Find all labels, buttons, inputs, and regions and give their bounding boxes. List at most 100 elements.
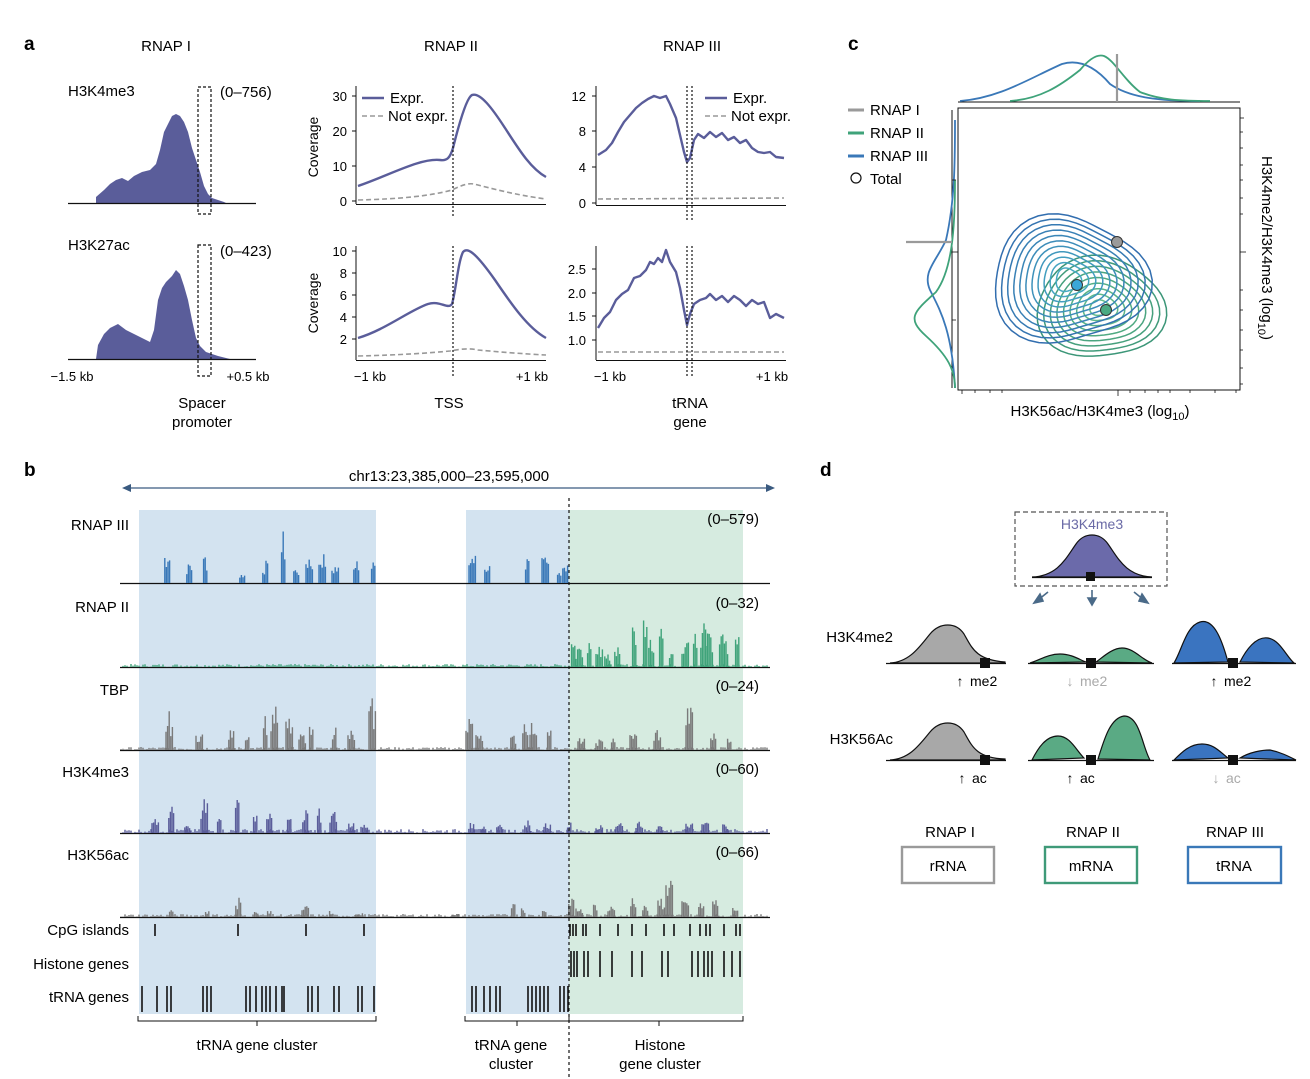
track-tbp-signal xyxy=(120,698,768,750)
rnap3-bottom-tick-2.0: 2.0 xyxy=(568,286,586,301)
rnap3-top-tick-0: 0 xyxy=(579,196,586,211)
rnap1-me2-label: me2 xyxy=(970,673,997,689)
rnap3-bottom-expr-line xyxy=(596,248,785,329)
track-label-h3k4me3: H3K4me3 xyxy=(62,764,129,781)
contour-rnap3-9 xyxy=(1049,261,1090,298)
rnap2-top-ylabel: Coverage xyxy=(305,116,321,177)
rnap3-bottom-yticks: 1.0 1.5 2.0 2.5 xyxy=(568,262,596,348)
rnap2-bottom-tick-2: 2 xyxy=(340,332,347,347)
rnap3-me2-peaks xyxy=(1172,621,1296,664)
density-ylabel-sub: 10 xyxy=(1255,323,1267,335)
contour-rnap3-4 xyxy=(1019,234,1125,324)
panel-b: b chr13:23,385,000–23,595,000 RNAP III (… xyxy=(24,460,775,1078)
contour-rnap2-5 xyxy=(1069,282,1133,332)
track-range-rnap3: (0–579) xyxy=(707,511,759,528)
track-rnap2 xyxy=(120,620,770,669)
rnap2-bottom-tick-4: 4 xyxy=(340,310,347,325)
rnap2-ac-tss xyxy=(1086,755,1096,765)
track-label-tbp: TBP xyxy=(100,682,129,699)
track-rnap2-signal xyxy=(122,620,768,667)
histone-cluster-shade xyxy=(569,510,743,1014)
track-rnap3 xyxy=(120,531,770,585)
rnap2-bottom-tick-8: 8 xyxy=(340,266,347,281)
pol-label-rnap1: RNAP I xyxy=(925,824,975,841)
density-y-ticks xyxy=(952,117,1246,385)
rnap3-bottom-tick-1.0: 1.0 xyxy=(568,333,586,348)
h3k4me3-box-label: H3K4me3 xyxy=(1061,516,1123,532)
rnap3-top-tick-12: 12 xyxy=(572,89,586,104)
rnap2-ac-label: ac xyxy=(1080,770,1095,786)
rna-label-rrna: rRNA xyxy=(930,858,967,875)
legend-rnap2: RNAP II xyxy=(870,125,924,142)
pol-label-rnap3: RNAP III xyxy=(1206,824,1264,841)
legend-total-marker xyxy=(850,172,862,184)
track-label-rnap2: RNAP II xyxy=(75,599,129,616)
rnap1-xlabel-1: Spacer xyxy=(178,395,226,412)
density-plot-frame xyxy=(957,107,1241,391)
rnap3-legend-expr: Expr. xyxy=(733,90,767,107)
rnap2-legend-not: Not expr. xyxy=(388,108,448,125)
rnap2-me2-label: me2 xyxy=(1080,673,1107,689)
rnap3-top-yticks: 0 4 8 12 xyxy=(572,89,596,211)
density-ylabel-end: ) xyxy=(1258,335,1275,340)
rnap2-bottom-expr-line xyxy=(357,249,547,340)
rnap2-bottom-yticks: 2 4 6 8 10 xyxy=(333,244,356,347)
contour-rnap2-0 xyxy=(1036,254,1168,357)
rnap3-me2-tss xyxy=(1228,658,1238,668)
contour-rnap2-3 xyxy=(1056,271,1147,342)
pol-label-rnap2: RNAP II xyxy=(1066,824,1120,841)
rnap1-mark-top: H3K4me3 xyxy=(68,83,135,100)
cluster-label-trna1: tRNA gene cluster xyxy=(197,1037,318,1054)
rnap3-top-tick-8: 8 xyxy=(579,124,586,139)
trna-cluster1-shade xyxy=(139,510,376,1014)
rna-label-trna: tRNA xyxy=(1216,858,1252,875)
rnap1-range-bottom: (0–423) xyxy=(220,243,272,260)
legend-rnap1: RNAP I xyxy=(870,102,920,119)
rnap3-ac-tss xyxy=(1228,755,1238,765)
cluster-label-histone-line2: gene cluster xyxy=(619,1056,701,1073)
contour-rnap3-2 xyxy=(1006,223,1139,334)
rnap2-bottom-notexpr-line xyxy=(357,348,547,357)
density-ylabel-main: H3K4me2/H3K4me3 (log xyxy=(1258,156,1275,323)
left-marginal-rnap2 xyxy=(913,179,956,389)
panel-c: c RNAP I RNAP II RNAP III Total xyxy=(848,34,1275,423)
rnap1-ac-peak xyxy=(889,722,1006,761)
track-h3k4me3 xyxy=(120,799,770,835)
rnap1-me2-peak xyxy=(889,624,1006,664)
density-xlabel: H3K56ac/H3K4me3 (log10) xyxy=(1010,403,1189,423)
browser-tracks xyxy=(120,531,770,919)
contour-rnap3-6 xyxy=(1031,245,1111,313)
cluster-label-trna2-line2: cluster xyxy=(489,1056,533,1073)
rnap2-xlabel: TSS xyxy=(434,395,463,412)
annotation-tracks xyxy=(141,924,741,1012)
rnap2-tick-left: −1 kb xyxy=(354,369,386,384)
rnap3-me2-arrow: ↑ xyxy=(1211,673,1218,689)
rnap1-bottom-promoter-box xyxy=(197,244,212,377)
panel-d: d H3K4me3 H3K4me2 H3K56Ac ↑ me2 ↓ me2 ↑ … xyxy=(820,460,1297,885)
col-title-rnap3: RNAP III xyxy=(663,38,721,55)
row-label-h3k4me2: H3K4me2 xyxy=(826,629,893,646)
rna-box-trna xyxy=(1186,845,1283,885)
trna-cluster2-shade xyxy=(466,510,569,1014)
anno-label-cpg: CpG islands xyxy=(47,922,129,939)
rnap2-legend-expr: Expr. xyxy=(390,90,424,107)
rnap3-me2-label: me2 xyxy=(1224,673,1251,689)
track-range-h3k56ac: (0–66) xyxy=(716,844,759,861)
contour-rnap3-7 xyxy=(1037,251,1104,308)
rnap1-h3k27ac-histogram xyxy=(96,270,230,359)
rnap3-legend-not: Not expr. xyxy=(731,108,791,125)
track-range-h3k4me3: (0–60) xyxy=(716,761,759,778)
rnap3-top-tick-4: 4 xyxy=(579,160,586,175)
panel-a: a RNAP I RNAP II RNAP III H3K4me3 (0–756… xyxy=(24,34,791,431)
panel-b-letter: b xyxy=(24,460,36,481)
rnap2-ac-arrow: ↑ xyxy=(1067,770,1074,786)
rnap1-tick-left: −1.5 kb xyxy=(50,369,93,384)
anno-cpg-marks xyxy=(154,924,741,936)
row-label-h3k56ac: H3K56Ac xyxy=(830,731,894,748)
cluster-label-histone-line1: Histone xyxy=(635,1037,686,1054)
track-range-rnap2: (0–32) xyxy=(716,595,759,612)
cluster-brackets xyxy=(137,1016,744,1026)
rnap1-ac-arrow: ↑ xyxy=(959,770,966,786)
rnap2-bottom-ylabel: Coverage xyxy=(305,272,321,333)
